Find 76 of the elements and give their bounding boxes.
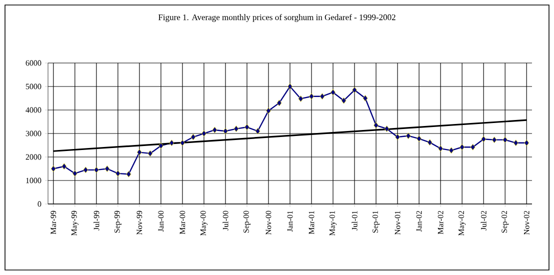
y-tick-label: 3000: [26, 130, 42, 136]
point: [212, 126, 218, 134]
y-tick-label: 4000: [26, 107, 42, 113]
point: [384, 126, 390, 132]
chart-title: Figure 1. Average monthly prices of sorghum in Gedaref - 1999-2002: [158, 14, 396, 22]
x-tick-label: Jan-00: [158, 210, 164, 232]
x-tick-label: Jul-00: [222, 210, 228, 230]
point: [406, 132, 411, 140]
point: [255, 128, 260, 134]
point: [492, 136, 497, 144]
point: [276, 100, 282, 106]
point: [50, 166, 56, 172]
y-tick-label: 5000: [26, 84, 42, 90]
point: [362, 95, 368, 102]
y-tick-label: 6000: [26, 60, 42, 66]
point: [438, 145, 444, 152]
x-tick-label: Nov-00: [266, 210, 272, 235]
point: [416, 135, 422, 142]
point: [309, 93, 314, 100]
point: [126, 170, 132, 178]
point: [341, 97, 346, 104]
x-tick-label: Sep-99: [114, 210, 122, 233]
point: [234, 126, 239, 132]
point: [169, 140, 174, 146]
point: [148, 150, 153, 157]
point: [62, 163, 67, 170]
x-tick-label: Jan-01: [287, 211, 293, 232]
point: [502, 136, 508, 144]
point: [180, 140, 185, 146]
x-tick-label: May-00: [200, 210, 208, 236]
x-tick-label: Sep-01: [372, 211, 380, 233]
point: [158, 142, 164, 149]
point: [72, 170, 78, 177]
point: [244, 124, 250, 130]
point: [83, 166, 88, 174]
x-tick-label: May-01: [330, 211, 337, 236]
x-tick-label: Jul-01: [352, 211, 358, 230]
x-tick-label: Nov-02: [524, 210, 530, 235]
point: [374, 122, 378, 128]
x-tick-label: Mar-00: [180, 210, 186, 234]
point: [136, 149, 142, 156]
x-tick-label: May-02: [458, 210, 466, 236]
point: [115, 170, 120, 177]
x-tick-label: Sep-02: [502, 210, 509, 233]
point: [460, 144, 465, 150]
point: [470, 144, 476, 150]
point: [524, 140, 530, 146]
x-tick-label: Mar-01: [308, 211, 314, 234]
point: [395, 134, 400, 140]
point: [513, 140, 518, 146]
x-tick-label: Jul-99: [94, 210, 100, 230]
point: [104, 166, 110, 172]
point: [202, 130, 206, 137]
x-tick-label: Mar-02: [438, 210, 444, 234]
x-tick-label: Jul-02: [480, 210, 486, 230]
point: [266, 108, 271, 114]
x-tick-label: May-99: [71, 210, 78, 236]
point: [320, 93, 325, 100]
point: [223, 128, 228, 134]
point: [448, 147, 454, 154]
y-tick-label: 0: [38, 201, 42, 207]
x-tick-label: Sep-00: [243, 210, 250, 233]
point: [352, 86, 357, 94]
y-tick-label: 1000: [26, 178, 42, 184]
point: [94, 166, 99, 174]
point: [330, 89, 336, 96]
y-tick-label: 2000: [26, 154, 42, 160]
x-tick-label: Mar-99: [50, 210, 56, 234]
point: [481, 136, 486, 142]
point: [427, 139, 432, 146]
x-tick-label: Nov-01: [394, 211, 400, 235]
point: [288, 83, 292, 90]
x-tick-label: Nov-99: [136, 210, 142, 235]
point: [190, 134, 196, 140]
point: [298, 96, 304, 102]
x-tick-label: Jan-02: [416, 210, 422, 232]
